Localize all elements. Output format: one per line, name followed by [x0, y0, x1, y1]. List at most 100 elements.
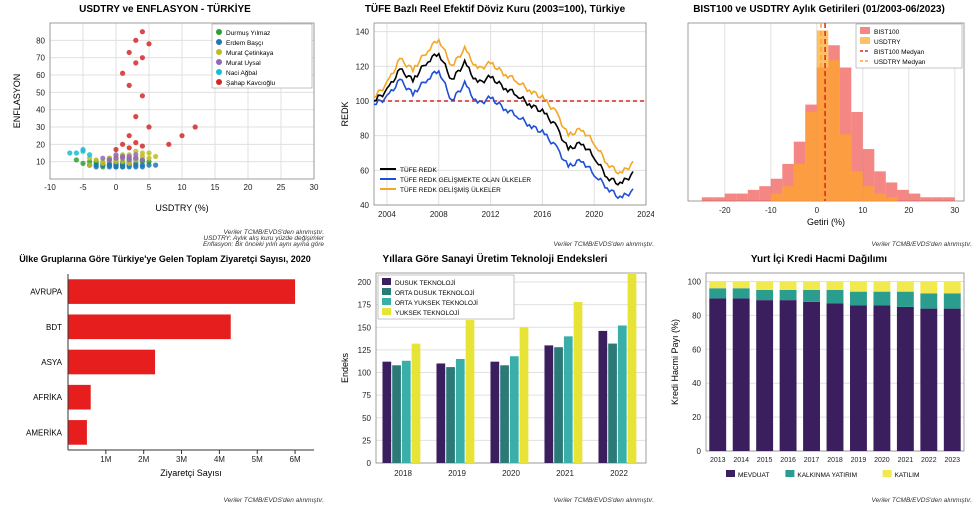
svg-text:0: 0	[367, 459, 372, 468]
svg-text:10: 10	[36, 158, 45, 167]
svg-text:60: 60	[36, 71, 45, 80]
svg-text:3M: 3M	[176, 455, 187, 464]
svg-text:2016: 2016	[533, 210, 551, 219]
svg-text:YUKSEK TEKNOLOJİ: YUKSEK TEKNOLOJİ	[395, 308, 459, 317]
svg-text:BDT: BDT	[46, 323, 62, 332]
svg-text:5M: 5M	[252, 455, 263, 464]
grouped-bar-chart: 0255075100125150175200201820192020202120…	[336, 267, 654, 485]
panel6-title: Yurt İçi Kredi Hacmi Dağılımı	[666, 254, 972, 265]
svg-text:USDTRY: USDTRY	[874, 39, 901, 46]
svg-text:200: 200	[358, 278, 372, 287]
svg-text:-20: -20	[719, 206, 731, 215]
svg-text:120: 120	[356, 62, 370, 71]
svg-text:2019: 2019	[851, 457, 867, 464]
svg-text:175: 175	[358, 301, 372, 310]
svg-text:140: 140	[356, 28, 370, 37]
svg-text:USDTRY (%): USDTRY (%)	[155, 203, 208, 213]
svg-text:Ziyaretçi Sayısı: Ziyaretçi Sayısı	[160, 468, 222, 478]
svg-text:20: 20	[36, 140, 45, 149]
panel3-title: BIST100 ve USDTRY Aylık Getirileri (01/2…	[666, 4, 972, 15]
svg-text:2020: 2020	[874, 457, 890, 464]
barh-chart: AVRUPABDTASYAAFRİKAAMERİKA1M2M3M4M5M6MZi…	[6, 266, 324, 480]
svg-text:KALKINMA YATIRIM: KALKINMA YATIRIM	[797, 472, 857, 479]
panel-stacked: Yurt İçi Kredi Hacmi Dağılımı 0204060801…	[660, 250, 978, 506]
svg-text:40: 40	[360, 201, 369, 210]
panel-scatter: USDTRY ve ENFLASYON - TÜRKİYE -10-505101…	[0, 0, 330, 250]
svg-text:1M: 1M	[100, 455, 111, 464]
svg-text:30: 30	[950, 206, 959, 215]
svg-text:-5: -5	[79, 183, 87, 192]
panel-line: TÜFE Bazlı Reel Efektif Döviz Kuru (2003…	[330, 0, 660, 250]
svg-text:100: 100	[358, 369, 372, 378]
svg-text:2022: 2022	[921, 457, 937, 464]
svg-text:25: 25	[362, 436, 371, 445]
panel4-title: Ülke Gruplarına Göre Türkiye'ye Gelen To…	[6, 254, 324, 264]
svg-text:2017: 2017	[804, 457, 820, 464]
svg-text:20: 20	[692, 413, 701, 422]
svg-text:ASYA: ASYA	[41, 358, 62, 367]
svg-text:Erdem Başçı: Erdem Başçı	[226, 40, 263, 47]
svg-text:Murat Uysal: Murat Uysal	[226, 60, 261, 67]
panel5-title: Yıllara Göre Sanayi Üretim Teknoloji End…	[336, 254, 654, 265]
svg-text:40: 40	[692, 379, 701, 388]
stacked-bar-chart: 0204060801002013201420152016201720182019…	[666, 267, 972, 485]
svg-text:150: 150	[358, 323, 372, 332]
panel1-foot3: Enflasyon: Bir önceki yılın aynı ayına g…	[203, 241, 324, 248]
svg-text:70: 70	[36, 54, 45, 63]
svg-text:0: 0	[697, 447, 702, 456]
svg-text:80: 80	[36, 36, 45, 45]
svg-text:25: 25	[277, 183, 286, 192]
line-chart: 200420082012201620202024406080100120140R…	[336, 17, 654, 227]
svg-text:Naci Ağbal: Naci Ağbal	[226, 70, 258, 77]
svg-text:-10: -10	[44, 183, 56, 192]
histogram-chart: -20-100102030Getiri (%)BIST100USDTRYBIST…	[666, 17, 972, 227]
svg-text:2019: 2019	[448, 469, 466, 478]
svg-text:USDTRY Medyan: USDTRY Medyan	[874, 59, 926, 66]
svg-text:60: 60	[360, 166, 369, 175]
svg-text:2021: 2021	[898, 457, 914, 464]
svg-text:0: 0	[815, 206, 820, 215]
svg-text:AMERİKA: AMERİKA	[26, 428, 63, 437]
svg-text:2024: 2024	[637, 210, 654, 219]
panel2-foot: Veriler TCMB/EVDS'den alınmıştır.	[554, 241, 654, 248]
svg-text:DUSUK TEKNOLOJİ: DUSUK TEKNOLOJİ	[395, 278, 456, 287]
svg-text:75: 75	[362, 391, 371, 400]
svg-text:2018: 2018	[827, 457, 843, 464]
svg-text:2M: 2M	[138, 455, 149, 464]
svg-text:TÜFE REDK: TÜFE REDK	[400, 166, 438, 174]
svg-text:50: 50	[362, 414, 371, 423]
svg-text:2012: 2012	[482, 210, 500, 219]
svg-text:ORTA YUKSEK TEKNOLOJİ: ORTA YUKSEK TEKNOLOJİ	[395, 298, 478, 307]
svg-text:2022: 2022	[610, 469, 628, 478]
svg-text:0: 0	[114, 183, 119, 192]
dashboard-grid: USDTRY ve ENFLASYON - TÜRKİYE -10-505101…	[0, 0, 978, 506]
panel5-foot: Veriler TCMB/EVDS'den alınmıştır.	[554, 497, 654, 504]
svg-text:2023: 2023	[944, 457, 960, 464]
svg-text:100: 100	[688, 277, 702, 286]
svg-text:ORTA DUSUK TEKNOLOJİ: ORTA DUSUK TEKNOLOJİ	[395, 288, 475, 297]
svg-text:2008: 2008	[430, 210, 448, 219]
svg-text:Murat Çetinkaya: Murat Çetinkaya	[226, 50, 274, 57]
svg-text:60: 60	[692, 345, 701, 354]
panel-barh: Ülke Gruplarına Göre Türkiye'ye Gelen To…	[0, 250, 330, 506]
svg-text:-10: -10	[765, 206, 777, 215]
svg-text:125: 125	[358, 346, 372, 355]
panel-hist: BIST100 ve USDTRY Aylık Getirileri (01/2…	[660, 0, 978, 250]
svg-text:Şahap Kavcıoğlu: Şahap Kavcıoğlu	[226, 80, 276, 87]
svg-text:Getiri (%): Getiri (%)	[807, 217, 845, 227]
svg-text:100: 100	[356, 97, 370, 106]
panel1-title: USDTRY ve ENFLASYON - TÜRKİYE	[6, 4, 324, 15]
svg-text:2020: 2020	[585, 210, 603, 219]
panel-grouped: Yıllara Göre Sanayi Üretim Teknoloji End…	[330, 250, 660, 506]
svg-text:2015: 2015	[757, 457, 773, 464]
svg-text:6M: 6M	[290, 455, 301, 464]
svg-text:TÜFE REDK GELİŞMEKTE OLAN ÜLKE: TÜFE REDK GELİŞMEKTE OLAN ÜLKELER	[400, 175, 531, 184]
svg-text:REDK: REDK	[340, 101, 350, 126]
svg-text:15: 15	[211, 183, 220, 192]
panel2-title: TÜFE Bazlı Reel Efektif Döviz Kuru (2003…	[336, 4, 654, 15]
svg-text:2018: 2018	[394, 469, 412, 478]
svg-text:BIST100: BIST100	[874, 29, 900, 36]
svg-text:BIST100 Medyan: BIST100 Medyan	[874, 49, 925, 56]
svg-text:4M: 4M	[214, 455, 225, 464]
svg-text:2016: 2016	[780, 457, 796, 464]
